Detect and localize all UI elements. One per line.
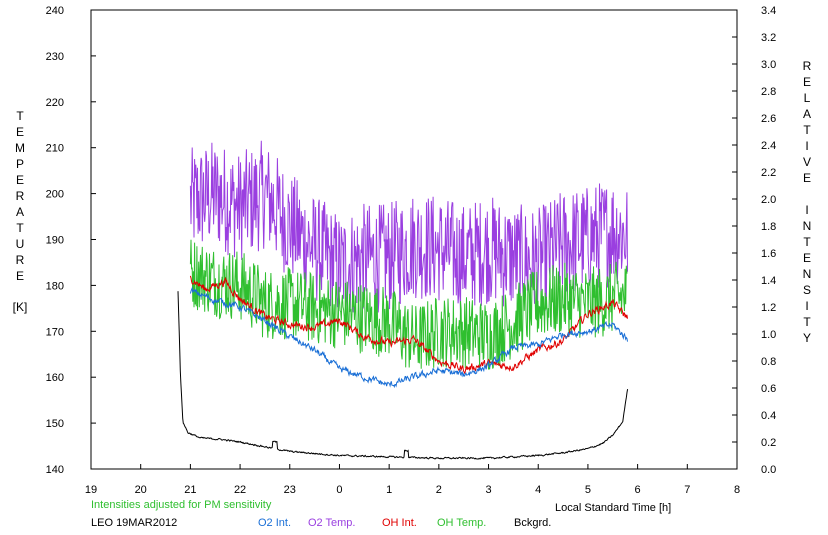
y-right-letter: I: [805, 139, 809, 153]
y-right-letter: I: [805, 299, 809, 313]
oh-int-line: [189, 275, 628, 375]
x-tick-label: 3: [485, 484, 491, 496]
background-line: [177, 291, 629, 460]
y-right-letter: N: [802, 267, 812, 281]
y-right-tick-label: 2.6: [761, 113, 776, 125]
y-right-letter: N: [802, 219, 812, 233]
y-right-tick-label: 0.4: [761, 410, 776, 422]
legend-oh-temp: OH Temp.: [437, 517, 486, 529]
y-left-tick-label: 160: [46, 372, 64, 384]
y-right-letter: T: [803, 123, 811, 137]
y-left-tick-label: 150: [46, 418, 64, 430]
x-tick-label: 21: [184, 484, 196, 496]
y-left-tick-label: 200: [46, 189, 64, 201]
y-right-tick-label: 2.8: [761, 86, 776, 98]
y-right-tick-label: 2.0: [761, 194, 776, 206]
y-left-letter: U: [15, 237, 25, 251]
x-tick-label: 6: [635, 484, 641, 496]
y-right-letter: Y: [802, 331, 811, 345]
legend-oh-int: OH Int.: [382, 517, 417, 529]
y-left-tick-label: 180: [46, 280, 64, 292]
y-right-letter: T: [803, 315, 811, 329]
y-left-axis-label: T E M P E R A T U R E: [12, 108, 28, 284]
y-right-tick-label: 3.2: [761, 32, 776, 44]
y-right-tick-label: 0.6: [761, 383, 776, 395]
legend-o2-int: O2 Int.: [258, 517, 291, 529]
y-left-tick-label: 220: [46, 97, 64, 109]
pm-sensitivity-note: Intensities adjusted for PM sensitivity: [91, 499, 272, 511]
y-right-tick-label: 0.8: [761, 356, 776, 368]
station-label: LEO 19MAR2012: [91, 517, 177, 529]
y-right-tick-label: 1.4: [761, 275, 776, 287]
x-tick-label: 0: [336, 484, 342, 496]
y-right-letter: A: [802, 107, 811, 121]
y-left-letter: E: [15, 125, 24, 139]
y-left-letter: A: [15, 205, 24, 219]
y-right-tick-label: 1.6: [761, 248, 776, 260]
y-right-letter: L: [803, 91, 811, 105]
y-left-letter: E: [15, 269, 24, 283]
x-tick-label: 2: [436, 484, 442, 496]
y-left-letter: P: [15, 157, 24, 171]
series-layer: [177, 140, 629, 460]
x-tick-label: 19: [85, 484, 97, 496]
y-left-letter: T: [16, 109, 24, 123]
y-left-letter: R: [15, 189, 25, 203]
x-tick-label: 23: [284, 484, 296, 496]
y-left-unit: [K]: [12, 300, 28, 314]
y-right-tick-label: 2.2: [761, 167, 776, 179]
y-right-letter: V: [802, 155, 811, 169]
x-axis-ticks: 19 20 21 22 23 0 1 2 3 4 5 6 7 8: [85, 464, 740, 496]
o2-temp-line: [189, 140, 628, 317]
y-left-letter: T: [16, 221, 24, 235]
x-axis-label: Local Standard Time [h]: [555, 502, 671, 514]
y-right-tick-label: 2.4: [761, 140, 776, 152]
y-left-tick-label: 140: [46, 464, 64, 476]
y-right-gap: [799, 186, 815, 202]
oh-temp-line: [189, 239, 628, 370]
y-right-letter: E: [802, 75, 811, 89]
y-left-letter: M: [15, 141, 25, 155]
y-right-tick-label: 3.4: [761, 5, 776, 17]
y-right-tick-label: 3.0: [761, 59, 776, 71]
y-right-axis-label: R E L A T I V E I N T E N S I T Y: [799, 58, 815, 346]
x-tick-label: 1: [386, 484, 392, 496]
y-right-letter: R: [802, 59, 812, 73]
y-right-tick-label: 0.0: [761, 464, 776, 476]
y-right-letter: T: [803, 235, 811, 249]
x-tick-label: 5: [585, 484, 591, 496]
y-right-letter: E: [802, 251, 811, 265]
y-left-tick-label: 190: [46, 235, 64, 247]
x-tick-label: 20: [135, 484, 147, 496]
y-right-tick-label: 0.2: [761, 437, 776, 449]
y-right-letter: S: [802, 283, 811, 297]
x-tick-label: 4: [535, 484, 541, 496]
y-left-tick-label: 240: [46, 5, 64, 17]
right-axis-ticks: 0.0 0.2 0.4 0.6 0.8 1.0 1.2 1.4 1.6 1.8 2.0 2.2 2.4 2…: [732, 5, 776, 476]
y-right-letter: E: [802, 171, 811, 185]
y-left-letter: R: [15, 253, 25, 267]
o2-int-line: [189, 286, 628, 389]
legend-o2-temp: O2 Temp.: [308, 517, 356, 529]
y-right-letter: I: [805, 203, 809, 217]
y-left-letter: E: [15, 173, 24, 187]
left-axis-ticks: 140 150 160 170 180 190 200 210 220 230 240: [46, 5, 96, 476]
y-right-tick-label: 1.0: [761, 329, 776, 341]
x-tick-label: 7: [684, 484, 690, 496]
x-tick-label: 8: [734, 484, 740, 496]
legend-bckgrd: Bckgrd.: [514, 517, 551, 529]
y-right-tick-label: 1.8: [761, 221, 776, 233]
y-left-tick-label: 170: [46, 326, 64, 338]
x-tick-label: 22: [234, 484, 246, 496]
y-left-tick-label: 210: [46, 143, 64, 155]
y-left-tick-label: 230: [46, 51, 64, 63]
y-right-tick-label: 1.2: [761, 302, 776, 314]
